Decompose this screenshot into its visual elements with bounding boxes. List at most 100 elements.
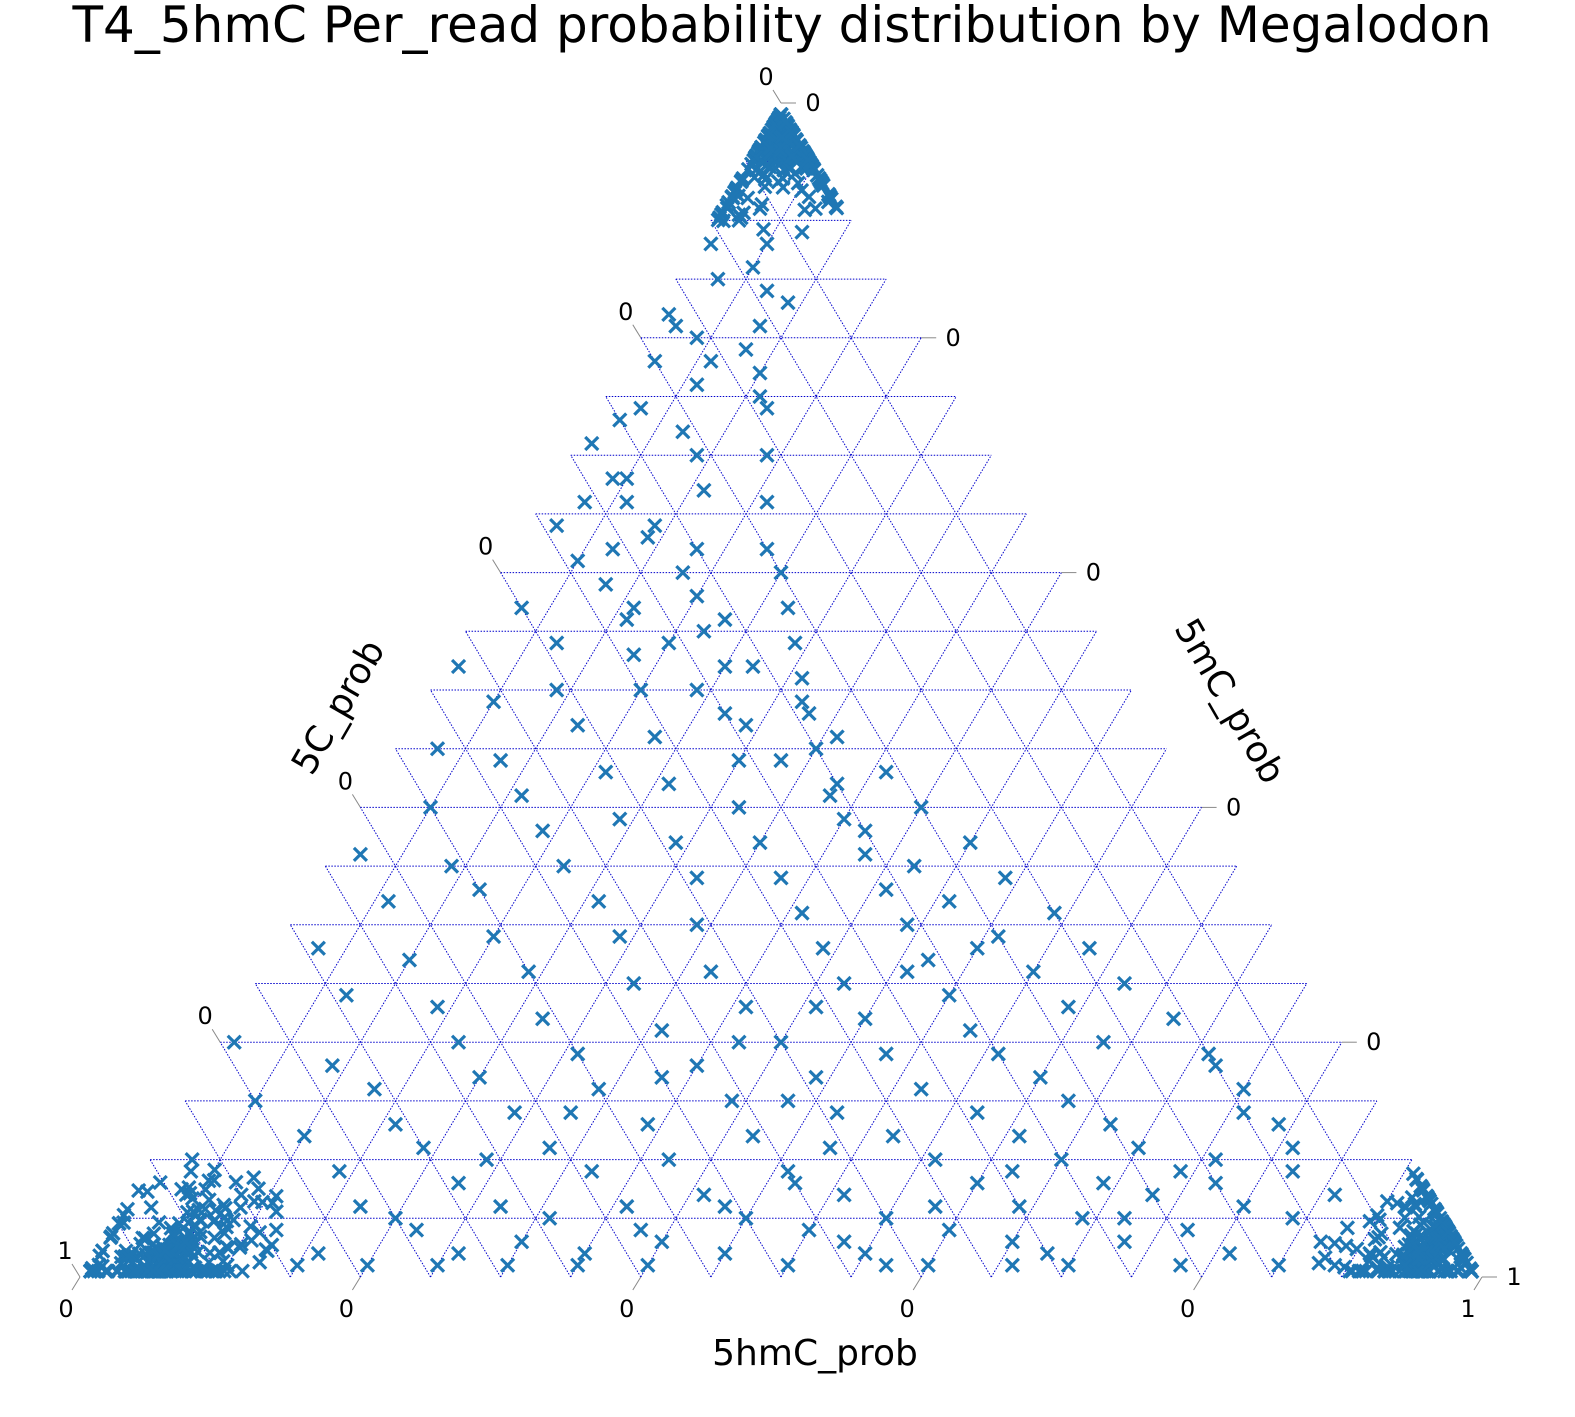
data-point [252,1254,268,1270]
data-point [724,1093,740,1109]
data-point [1011,1128,1027,1144]
data-point [1405,1166,1421,1182]
data-point [1130,1140,1147,1156]
data-point [787,635,803,651]
data-point [1371,1212,1388,1228]
data-point [1011,1198,1027,1215]
data-point [1412,1216,1429,1233]
data-point [619,471,635,487]
data-point [780,294,796,311]
data-point [640,1116,656,1133]
data-point [246,1193,262,1210]
data-point [219,1257,235,1273]
bottom-tick-label: 0 [1180,1295,1195,1323]
data-point [1053,1151,1070,1168]
data-point [1313,1234,1329,1250]
data-point [1207,1151,1224,1168]
data-point [1358,1263,1374,1279]
data-point [822,1140,838,1156]
data-point [654,1234,670,1250]
data-point [997,870,1013,886]
data-point [941,987,957,1003]
data-point [577,1245,593,1262]
data-point [1004,1234,1020,1250]
data-point [492,752,509,769]
data-point [450,1245,467,1262]
data-point [506,1105,523,1121]
data-point [836,1234,852,1250]
data-point [126,1263,143,1279]
data-point [115,1214,132,1231]
data-point [192,1211,208,1228]
grid-line [850,748,1167,1278]
data-point [906,858,922,874]
data-point [815,940,831,956]
data-point [450,1034,467,1050]
data-point [1404,1189,1420,1206]
grid-line [990,865,1238,1278]
grid-line [359,807,642,1278]
data-point [668,834,684,851]
data-point [216,1197,232,1213]
data-point [1236,1198,1252,1215]
left-tick-label: 0 [478,533,493,561]
data-point [181,1179,197,1196]
data-point [563,1105,579,1121]
data-point [633,400,649,416]
data-point [110,1263,126,1279]
data-point [123,1247,139,1264]
right-tick-label: 0 [805,89,820,117]
data-point [1271,1116,1287,1133]
data-point [647,729,663,745]
right-tick-label: 0 [946,324,961,352]
data-point [1338,1238,1354,1254]
data-point [450,1175,467,1191]
data-point [151,1214,167,1231]
data-point [1440,1224,1456,1240]
data-point [1004,1257,1020,1273]
data-point [719,197,735,214]
data-point [878,1257,894,1273]
data-point [1207,1058,1224,1074]
data-point [513,600,530,616]
data-point [1327,1235,1343,1251]
data-point [1081,940,1098,956]
data-point [675,564,691,581]
data-point [1397,1257,1413,1273]
chart-title: T4_5hmC Per_read probability distributio… [71,0,1491,54]
data-point [598,576,614,592]
left-tick [351,794,361,808]
data-point [612,412,628,428]
data-point [913,799,929,816]
data-point [759,447,775,463]
data-point [1449,1263,1465,1279]
left-axis-title: 5C_prob [284,633,393,781]
data-point [794,224,810,240]
right-axis-title: 5mC_prob [1166,612,1293,791]
data-point [1025,964,1041,980]
data-point [387,1210,404,1226]
data-point [717,1245,733,1262]
data-point [752,318,768,334]
data-point [86,1263,102,1279]
data-point [485,694,502,710]
data-point [801,705,817,722]
data-point [570,1257,586,1273]
data-point [808,1069,824,1086]
data-point [668,318,684,334]
data-point [429,1257,446,1273]
data-point [443,858,460,874]
data-point [913,1081,929,1097]
data-point [836,811,852,827]
data-point [731,799,747,816]
data-point [654,1069,670,1086]
data-point [857,1011,873,1027]
bottom-tick-label: 0 [339,1295,354,1323]
data-point [759,400,775,416]
data-point [268,1222,284,1238]
grid-line [430,396,957,1278]
grid-line [710,631,1097,1278]
left-tick-label: 0 [338,767,353,795]
data-point [829,776,845,792]
